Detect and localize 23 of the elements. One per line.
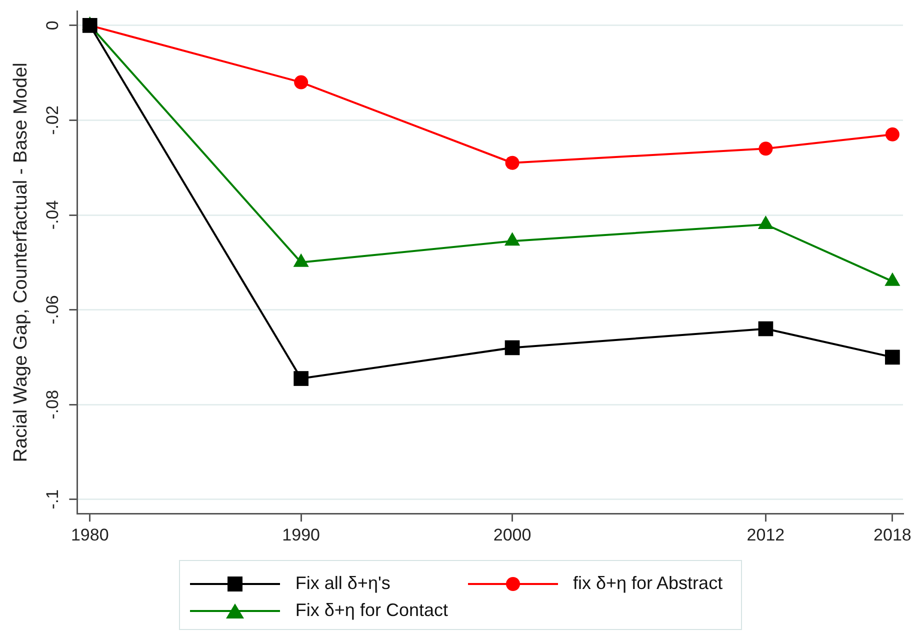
y-tick-label: -.04 <box>43 200 62 230</box>
legend-label: fix δ+η for Abstract <box>572 573 723 594</box>
y-tick-label: 0 <box>43 20 62 30</box>
y-tick-label: -.1 <box>43 489 62 510</box>
point <box>504 340 520 356</box>
legend-label: Fix all δ+η's <box>295 573 390 594</box>
point <box>758 321 774 336</box>
point <box>885 350 900 365</box>
x-tick-label: 2018 <box>874 525 912 544</box>
point <box>294 75 308 90</box>
point <box>294 371 308 386</box>
y-tick-label: -.06 <box>43 295 62 324</box>
point <box>505 156 520 170</box>
x-tick-label: 1990 <box>282 525 320 544</box>
y-axis-title: Racial Wage Gap, Counterfactual - Base Model <box>10 62 32 462</box>
x-tick-label: 2012 <box>746 525 785 544</box>
point <box>885 127 900 142</box>
x-tick-label: 2000 <box>493 525 532 544</box>
y-tick-label: -.02 <box>43 106 62 135</box>
x-tick-label: 1980 <box>70 525 109 544</box>
y-tick-label: -.08 <box>43 390 62 420</box>
point <box>758 142 773 156</box>
legend-label: Fix δ+η for Contact <box>295 600 448 621</box>
